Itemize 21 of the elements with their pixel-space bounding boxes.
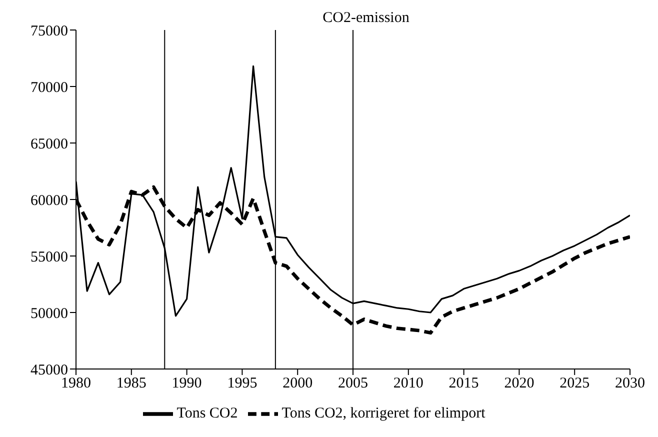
y-tick-label: 75000 bbox=[30, 23, 68, 40]
y-tick-label: 65000 bbox=[30, 136, 68, 152]
x-tick-label: 2000 bbox=[282, 376, 313, 392]
chart-title: CO2-emission bbox=[322, 10, 410, 27]
legend-label: Tons CO2 bbox=[176, 405, 238, 422]
legend-label: Tons CO2, korrigeret for elimport bbox=[282, 405, 486, 422]
x-tick-label: 1995 bbox=[227, 376, 258, 392]
x-tick-label: 1980 bbox=[61, 376, 91, 392]
x-tick-label: 1990 bbox=[172, 376, 202, 392]
x-tick-label: 2015 bbox=[448, 376, 479, 392]
y-tick-label: 60000 bbox=[30, 192, 68, 209]
y-tick-label: 45000 bbox=[30, 362, 68, 378]
x-tick-label: 2005 bbox=[338, 376, 368, 392]
y-tick-label: 55000 bbox=[30, 249, 68, 266]
y-tick-label: 50000 bbox=[30, 306, 68, 322]
x-tick-label: 2020 bbox=[504, 376, 534, 392]
x-tick-label: 2030 bbox=[615, 376, 645, 392]
x-tick-label: 1985 bbox=[116, 376, 146, 392]
x-tick-label: 2025 bbox=[560, 376, 590, 392]
x-tick-label: 2010 bbox=[393, 376, 424, 392]
y-tick-label: 70000 bbox=[30, 80, 68, 96]
